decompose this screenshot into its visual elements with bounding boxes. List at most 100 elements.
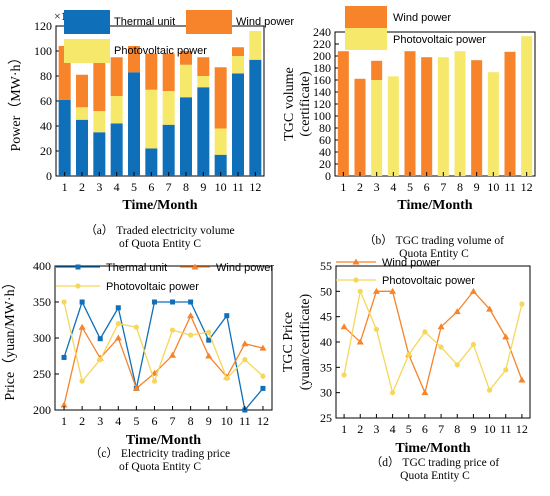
data-point [132,384,140,391]
x-tick-label: 6 [151,414,157,428]
legend-label: Thermal unit [106,262,167,274]
y-axis-label-unit: (yuan/certificate) [298,293,313,390]
x-tick-label: 11 [239,414,251,428]
bar-thermal-unit [214,154,227,176]
legend-label: Photovoltaic power [106,281,199,293]
data-point [341,372,347,378]
x-tick-label: 5 [131,180,137,194]
y-tick-label: 120 [34,19,52,33]
x-tick-label: 6 [424,180,430,194]
bar-wind-power [504,92,516,176]
data-point [115,321,121,327]
data-point [518,376,526,383]
data-point [151,378,158,384]
bar-photovoltaic-power [487,72,499,176]
data-point [438,344,444,350]
bar-photovoltaic-power [437,57,449,177]
bar-photovoltaic-power [93,111,106,133]
data-point [78,323,86,330]
bar-wind-power [93,56,106,111]
legend-marker [75,264,81,270]
legend-label: Photovoltaic power [382,275,475,287]
data-point [115,305,121,311]
caption-line: of Quota Entity C [119,238,201,250]
y-tick-label: 120 [313,97,331,111]
legend-swatch [345,6,387,28]
bar-thermal-unit [180,97,192,176]
legend-swatch [64,10,110,34]
legend-marker [353,277,359,283]
y-tick-label: 180 [313,61,331,75]
series-line [63,301,264,384]
x-axis-label: Time/Month [126,433,201,448]
data-point [114,334,122,341]
y-tick-label: 100 [313,109,331,123]
x-tick-label: 1 [62,180,68,194]
bar-photovoltaic-power [76,107,88,120]
x-tick-label: 8 [183,180,189,194]
bar-wind-power [404,51,416,177]
x-tick-label: 1 [341,422,347,436]
bar-photovoltaic-power [180,64,192,98]
bar-thermal-unit [128,72,140,176]
legend-label: Photovoltaic power [393,34,486,46]
bar-photovoltaic-power [521,36,533,177]
x-tick-label: 5 [406,422,412,436]
bar-wind-power [110,57,123,96]
bar-wind-power [337,51,349,177]
data-point [357,288,363,294]
x-tick-label: 2 [79,414,85,428]
legend-label: Wind power [236,16,294,28]
y-tick-label: 400 [33,259,51,273]
y-axis-label-unit: (certificate) [298,71,313,137]
y-tick-label: 25 [320,411,332,425]
legend-label: Photovoltaic power [114,45,207,57]
legend-marker [191,263,199,270]
x-tick-label: 6 [148,180,154,194]
x-tick-label: 9 [474,180,480,194]
legend-swatch [186,10,232,34]
y-tick-label: 30 [320,386,332,400]
x-tick-label: 11 [504,180,516,194]
caption-line: （b） TGC trading volume of [364,234,504,247]
x-tick-label: 10 [215,180,227,194]
bar-wind-power [180,51,192,65]
x-tick-label: 9 [200,180,206,194]
x-tick-label: 7 [170,414,176,428]
bar-thermal-unit [76,119,88,176]
data-point [187,312,195,319]
bar-wind-power [471,60,483,177]
bar-photovoltaic-power [197,76,210,88]
y-tick-label: 160 [313,73,331,87]
data-point [206,329,212,335]
data-point [61,354,67,360]
y-tick-label: 0 [46,169,52,183]
data-point [260,385,266,391]
data-point [61,299,67,305]
data-point [373,326,380,332]
legend-label: Wind power [216,262,274,274]
data-point [340,323,348,330]
legend-label: Wind power [382,257,440,269]
legend-label: Wind power [393,12,451,24]
y-tick-label: 40 [40,119,52,133]
x-tick-label: 2 [79,180,85,194]
bar-thermal-unit [249,59,262,176]
data-point [469,287,477,294]
data-point [169,351,177,358]
y-tick-label: 140 [313,85,331,99]
x-tick-label: 9 [206,414,212,428]
caption-line: （c） Electricity trading price [90,447,230,460]
x-tick-label: 12 [521,180,533,194]
x-tick-label: 6 [422,422,428,436]
chart-a: 020406080100120123456789101112×10⁴Power（… [8,9,294,250]
bar-photovoltaic-power [371,80,383,176]
caption-line: Quota Entity C [400,470,470,482]
x-tick-label: 3 [373,422,379,436]
y-tick-label: 40 [320,335,332,349]
y-tick-label: 45 [320,310,332,324]
y-tick-label: 300 [33,331,51,345]
y-tick-label: 0 [325,169,331,183]
